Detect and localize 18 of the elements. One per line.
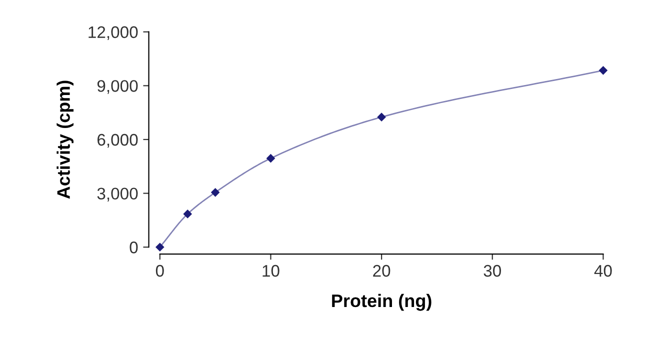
y-axis-title: Activity (cpm)	[56, 80, 74, 199]
point	[266, 154, 275, 162]
point	[211, 188, 220, 197]
x-tick-label: 30	[484, 264, 501, 277]
point	[599, 66, 608, 75]
y-tick-label: 12,000	[88, 26, 138, 40]
x-tick-label: 0	[156, 264, 164, 277]
point	[156, 243, 164, 252]
x-tick-label: 40	[594, 264, 612, 277]
y-tick-label: 6,000	[98, 134, 138, 148]
x-tick-label: 10	[262, 264, 280, 277]
point	[183, 210, 192, 218]
y-tick-label: 3,000	[97, 188, 138, 202]
x-axis-title: Protein (ng)	[332, 294, 432, 311]
y-tick-label: 0	[130, 242, 138, 254]
y-tick-label: 9,000	[97, 80, 138, 94]
x-tick-label: 20	[373, 264, 390, 277]
point	[377, 112, 386, 122]
